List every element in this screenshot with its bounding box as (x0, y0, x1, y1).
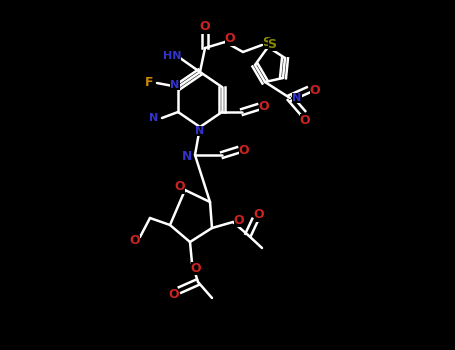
Text: O: O (310, 84, 320, 97)
Text: O: O (254, 209, 264, 222)
Text: O: O (130, 234, 140, 247)
Text: O: O (300, 113, 310, 126)
Text: O: O (191, 261, 201, 274)
Text: O: O (234, 214, 244, 226)
Text: S: S (268, 37, 277, 50)
Text: O: O (259, 100, 269, 113)
Text: F: F (145, 77, 153, 90)
Text: O: O (200, 21, 210, 34)
Text: N: N (170, 80, 180, 90)
Text: N: N (182, 150, 192, 163)
Text: S: S (263, 35, 272, 49)
Text: O: O (169, 288, 179, 301)
Text: HN: HN (163, 51, 181, 61)
Text: O: O (239, 144, 249, 156)
Text: N: N (293, 93, 302, 103)
Text: N: N (195, 126, 205, 136)
Text: O: O (225, 33, 235, 46)
Text: N: N (149, 113, 159, 123)
Text: O: O (175, 181, 185, 194)
